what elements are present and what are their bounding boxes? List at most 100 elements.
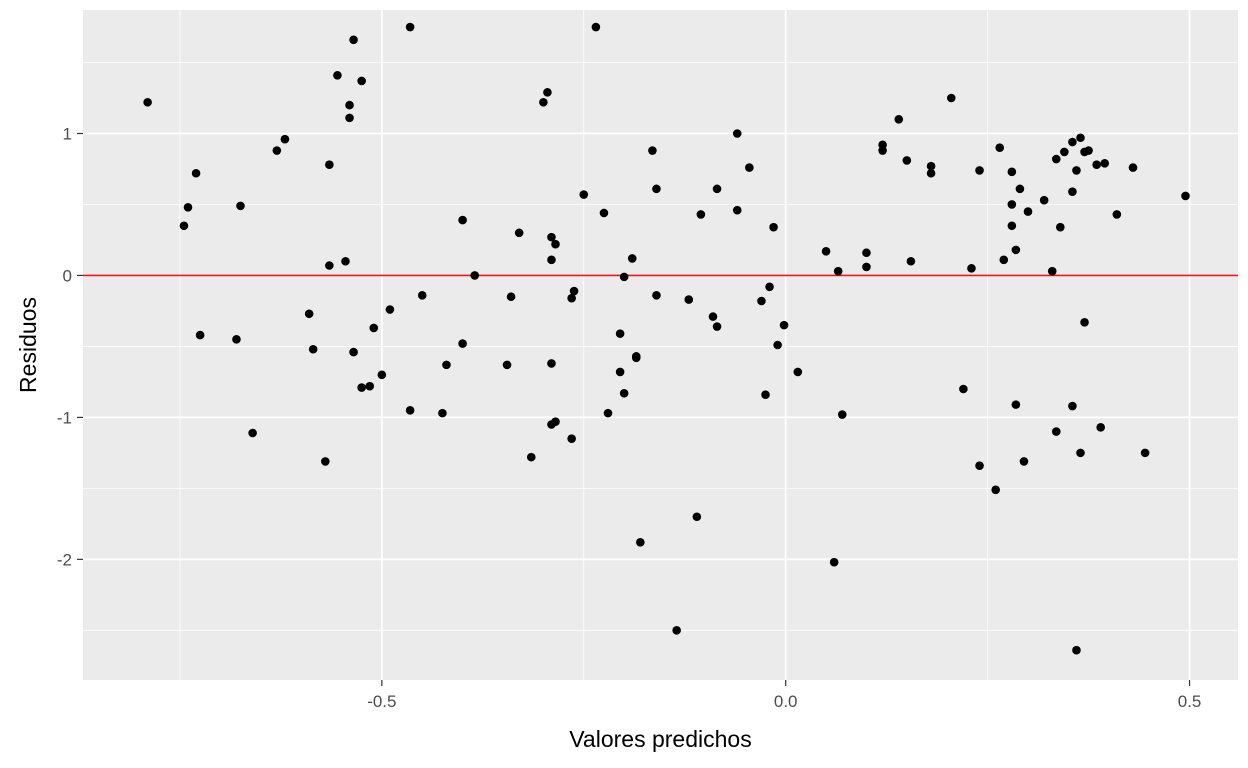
data-point — [926, 161, 936, 171]
x-tick-label: -0.5 — [367, 692, 396, 711]
data-point — [902, 156, 912, 165]
data-point — [692, 512, 702, 522]
data-point — [365, 381, 375, 391]
data-point — [502, 360, 512, 370]
data-point — [1011, 400, 1021, 409]
data-point — [603, 408, 613, 418]
data-point — [1060, 147, 1069, 157]
data-point — [308, 344, 318, 354]
data-point — [757, 296, 766, 306]
data-point — [1015, 184, 1025, 194]
data-point — [773, 340, 782, 350]
data-point — [405, 22, 415, 32]
data-point — [438, 408, 447, 418]
data-point — [345, 100, 354, 110]
minor-gridlines — [83, 10, 1238, 680]
data-point — [143, 97, 152, 107]
data-point — [631, 352, 641, 361]
data-point — [615, 329, 625, 338]
data-point — [627, 254, 637, 263]
data-point — [975, 166, 984, 175]
data-point — [1080, 317, 1089, 327]
data-point — [357, 383, 366, 392]
data-point — [967, 264, 976, 273]
data-point — [708, 312, 718, 321]
data-point — [599, 208, 609, 218]
data-point — [991, 485, 1000, 495]
data-point — [765, 282, 774, 292]
data-point — [712, 184, 722, 194]
data-point — [732, 129, 742, 138]
data-point — [1072, 645, 1081, 655]
data-point — [1096, 423, 1105, 432]
data-point — [579, 190, 589, 199]
data-point — [652, 291, 661, 300]
data-point — [179, 221, 189, 231]
data-point — [183, 203, 193, 212]
data-point — [1068, 137, 1077, 147]
data-point — [862, 248, 871, 258]
data-point — [648, 146, 657, 155]
data-point — [191, 168, 201, 178]
data-point — [349, 347, 358, 357]
data-point — [862, 262, 871, 272]
data-point — [442, 360, 451, 370]
data-point — [539, 97, 548, 107]
data-point — [1047, 266, 1057, 276]
data-point — [458, 215, 467, 225]
data-point — [1007, 200, 1017, 209]
y-tick-label: 0 — [63, 266, 72, 285]
data-point — [567, 434, 576, 443]
data-point — [696, 210, 706, 219]
data-point — [333, 70, 342, 80]
data-point — [1007, 167, 1017, 177]
data-point — [547, 232, 556, 242]
data-point — [1100, 159, 1110, 168]
data-point — [341, 256, 350, 266]
data-point — [821, 247, 831, 256]
data-point — [569, 286, 579, 296]
data-point — [712, 322, 722, 331]
y-tick-label: -1 — [57, 408, 72, 427]
data-point — [636, 538, 645, 547]
x-axis-title: Valores predichos — [569, 726, 751, 752]
data-point — [894, 115, 904, 124]
data-point — [829, 557, 839, 567]
data-point — [470, 271, 480, 280]
data-point — [837, 410, 847, 419]
plot-panel — [83, 10, 1238, 680]
data-point — [551, 417, 560, 426]
data-point — [567, 293, 576, 303]
data-point — [779, 320, 789, 330]
data-point — [793, 367, 803, 377]
data-point — [514, 228, 524, 238]
data-point — [280, 134, 290, 144]
data-point — [272, 146, 282, 155]
data-point — [619, 388, 629, 398]
data-point — [1051, 427, 1061, 436]
data-point — [357, 76, 366, 86]
data-point — [345, 113, 354, 123]
data-point — [506, 292, 516, 302]
data-point — [195, 330, 205, 340]
data-point — [1068, 401, 1077, 411]
data-point — [1181, 191, 1190, 201]
y-axis: -2 -1 0 1 — [57, 124, 83, 569]
data-point — [1011, 245, 1021, 255]
data-point — [1112, 210, 1122, 219]
data-point — [547, 255, 556, 265]
data-point — [745, 163, 754, 172]
y-tick-label: -2 — [57, 550, 72, 569]
data-point — [672, 626, 681, 635]
data-point — [349, 35, 358, 45]
data-point — [732, 205, 742, 215]
data-point — [959, 384, 968, 394]
data-point — [236, 201, 245, 211]
data-point — [547, 359, 556, 368]
data-point — [946, 93, 956, 103]
x-tick-label: 0.0 — [774, 692, 798, 711]
data-point — [1140, 448, 1150, 458]
y-tick-label: 1 — [63, 124, 72, 143]
data-point — [1076, 448, 1085, 458]
data-point — [1068, 187, 1077, 196]
